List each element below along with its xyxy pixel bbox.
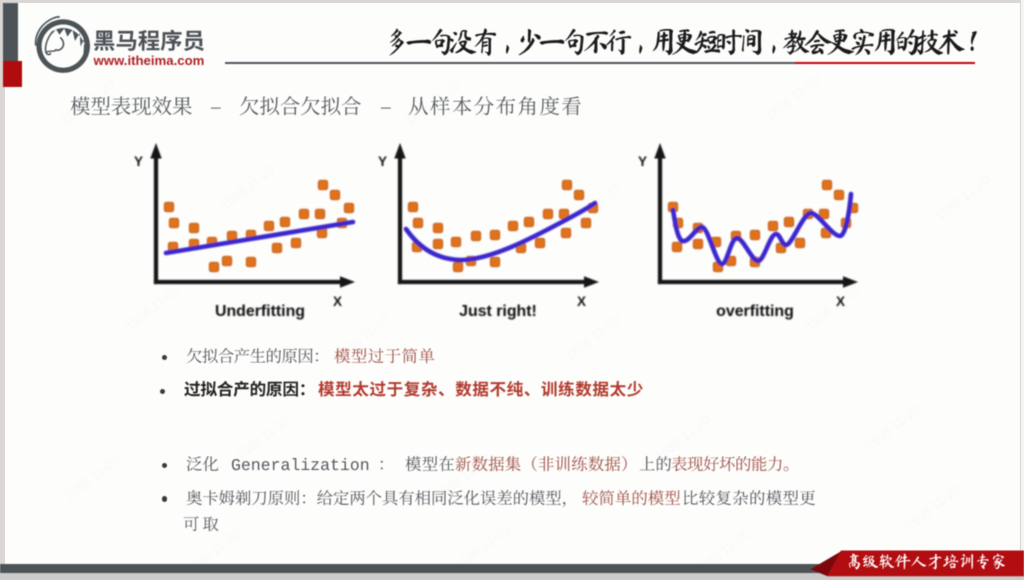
svg-text:X: X — [577, 294, 586, 309]
svg-text:Just right!: Just right! — [459, 303, 537, 320]
svg-text:Underfitting: Underfitting — [215, 303, 305, 320]
svg-text:X: X — [333, 294, 342, 309]
svg-text:Y: Y — [378, 154, 387, 169]
svg-text:Y: Y — [134, 154, 143, 169]
svg-text:X: X — [836, 294, 845, 309]
svg-text:Y: Y — [638, 154, 647, 169]
svg-text:overfitting: overfitting — [716, 303, 794, 320]
